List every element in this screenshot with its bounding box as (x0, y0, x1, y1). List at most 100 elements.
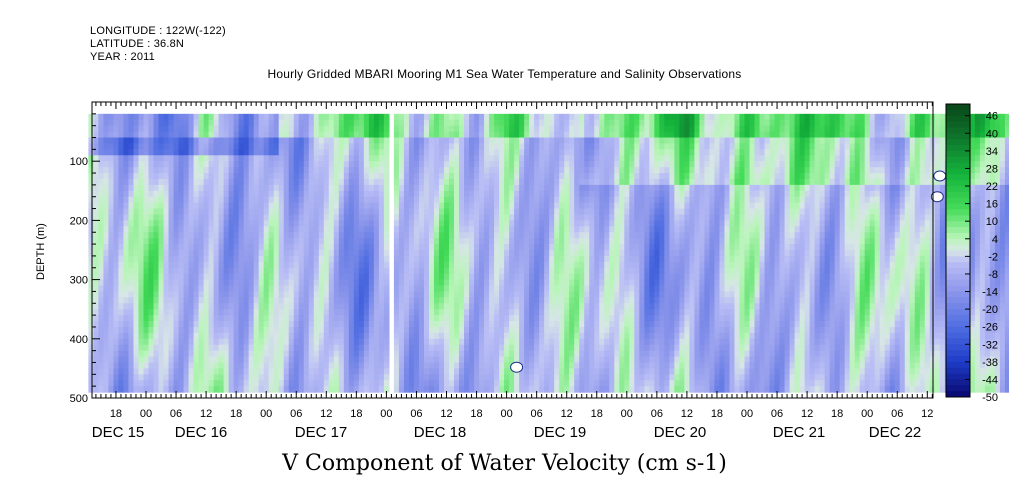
field-cell (609, 279, 615, 287)
field-cell (479, 350, 485, 358)
field-cell (373, 368, 380, 375)
field-cell (93, 386, 100, 393)
field-cell (288, 326, 295, 334)
field-cell (403, 332, 410, 340)
field-cell (544, 374, 550, 381)
field-cell (248, 202, 255, 210)
field-cell (98, 178, 105, 186)
field-cell (504, 244, 510, 251)
field-cell (108, 386, 115, 393)
field-cell (549, 202, 555, 210)
field-cell (383, 356, 390, 364)
field-cell (153, 297, 160, 304)
field-cell (228, 244, 235, 251)
field-cell (293, 119, 300, 127)
field-cell (293, 356, 300, 364)
field-cell (223, 196, 230, 204)
field-cell (113, 137, 120, 145)
field-cell (93, 214, 100, 221)
field-cell (98, 208, 105, 216)
field-cell (504, 338, 510, 346)
field-cell (208, 338, 215, 346)
field-cell (128, 321, 135, 328)
field-cell (298, 285, 305, 293)
field-cell (143, 338, 150, 346)
field-cell (113, 131, 120, 139)
field-cell (158, 244, 165, 251)
field-cell (368, 321, 375, 328)
field-cell (243, 315, 250, 322)
field-cell (524, 173, 530, 180)
field-cell (398, 368, 405, 375)
field-cell (233, 226, 240, 233)
field-cell (403, 297, 410, 304)
field-cell (378, 155, 385, 162)
field-cell (318, 214, 325, 221)
field-cell (168, 303, 175, 310)
field-cell (358, 232, 365, 239)
field-cell (423, 338, 430, 346)
field-cell (248, 261, 255, 269)
field-cell (413, 167, 420, 174)
field-cell (283, 374, 290, 381)
field-cell (183, 137, 190, 145)
field-cell (153, 386, 160, 393)
field-cell (193, 386, 200, 393)
field-cell (113, 309, 120, 316)
field-cell (213, 232, 220, 239)
field-cell (178, 326, 185, 334)
field-cell (584, 321, 590, 328)
field-cell (148, 184, 155, 192)
field-cell (524, 273, 530, 281)
field-cell (108, 190, 115, 198)
field-cell (158, 285, 165, 293)
field-cell (113, 332, 120, 340)
field-cell (549, 285, 555, 293)
field-cell (143, 273, 150, 281)
field-cell (599, 267, 605, 275)
field-cell (258, 196, 265, 204)
field-cell (539, 273, 545, 281)
field-cell (158, 309, 165, 316)
field-cell (383, 178, 390, 186)
field-cell (208, 356, 215, 364)
field-cell (619, 380, 625, 387)
field-cell (569, 261, 575, 269)
field-cell (223, 161, 230, 168)
field-cell (328, 149, 335, 156)
field-cell (474, 267, 480, 275)
field-cell (118, 344, 125, 352)
field-cell (368, 208, 375, 216)
field-cell (413, 149, 420, 156)
field-cell (459, 326, 465, 334)
field-cell (599, 291, 605, 298)
field-cell (108, 285, 115, 293)
field-cell (328, 250, 335, 257)
field-cell (88, 119, 95, 127)
field-cell (368, 291, 375, 298)
field-cell (238, 167, 245, 174)
field-cell (223, 178, 230, 186)
field-cell (93, 380, 100, 387)
field-cell (293, 184, 300, 192)
field-cell (248, 297, 255, 304)
field-cell (514, 261, 520, 269)
field-cell (403, 261, 410, 269)
field-cell (328, 326, 335, 334)
field-cell (599, 386, 605, 393)
field-cell (499, 309, 505, 316)
field-cell (168, 214, 175, 221)
field-cell (103, 143, 110, 150)
field-cell (288, 338, 295, 346)
field-cell (454, 196, 460, 204)
field-cell (564, 315, 570, 322)
field-cell (524, 356, 530, 364)
field-cell (433, 226, 440, 233)
field-cell (223, 184, 230, 192)
field-cell (328, 238, 335, 245)
field-cell (148, 202, 155, 210)
field-cell (433, 167, 440, 174)
field-cell (509, 244, 515, 251)
field-cell (514, 196, 520, 204)
field-cell (238, 350, 245, 358)
